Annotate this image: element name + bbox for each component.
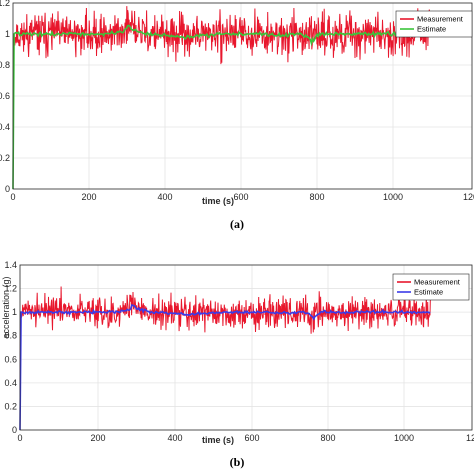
series-line-estimate [19,303,431,431]
y-tick-label: 0 [5,184,10,194]
x-tick-label: 0 [10,192,15,202]
series-line-measurement [19,286,431,431]
legend-label: Measurement [417,15,464,24]
figure-caption: (a) [230,217,244,231]
y-tick-label: 1.2 [0,0,10,8]
y-tick-label: 0.2 [0,153,10,163]
x-tick-label: 800 [309,192,324,202]
x-tick-label: 600 [233,192,248,202]
x-axis-label: time (s) [202,435,234,445]
y-tick-label: 0.6 [4,354,17,364]
legend-box [392,273,470,301]
figure-caption: (b) [230,455,245,469]
y-tick-label: 0.8 [4,331,17,341]
y-tick-label: 1.2 [4,284,17,294]
series-line-estimate [12,24,431,190]
x-tick-label: 120 [463,192,474,202]
y-tick-label: 0.8 [0,60,10,70]
x-tick-label: 12 [466,433,474,443]
legend-label: Estimate [417,25,446,34]
x-tick-label: 1000 [394,433,414,443]
y-tick-label: 0.6 [0,91,10,101]
x-axis-label: time (s) [202,196,234,206]
x-tick-label: 600 [244,433,259,443]
y-tick-label: 0.4 [4,378,17,388]
y-axis-label: acceleration (g) [1,276,11,338]
y-tick-label: 1.4 [4,260,17,270]
x-tick-label: 400 [167,433,182,443]
x-tick-label: 1000 [383,192,403,202]
x-tick-label: 400 [157,192,172,202]
y-tick-label: 0.4 [0,122,10,132]
x-tick-label: 800 [320,433,335,443]
y-tick-label: 1 [12,307,17,317]
legend-label: Measurement [414,278,461,287]
x-tick-label: 200 [90,433,105,443]
chart-a: 0 0.2 0.4 0.6 0.8 1 1.2 0 200 400 600 800 1000 120 Mea… [0,0,474,231]
axes-frame [12,2,473,190]
axes-frame [19,264,473,431]
legend-label: Estimate [414,288,443,297]
y-tick-label: 0 [12,425,17,435]
legend-box [395,10,473,38]
y-tick-label: 1 [5,29,10,39]
y-tick-label: 0.2 [4,401,17,411]
x-tick-label: 200 [81,192,96,202]
x-tick-label: 0 [17,433,22,443]
chart-b: 0 0.2 0.4 0.6 0.8 1 1.2 1.4 0 200 400 600 800 1000 12 M… [1,260,474,469]
